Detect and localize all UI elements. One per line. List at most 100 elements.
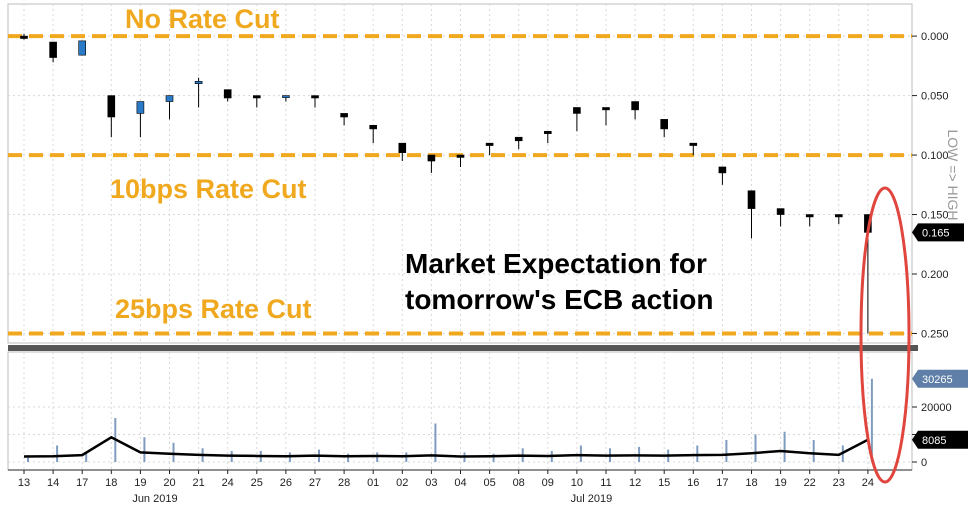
last-value-badge bbox=[912, 223, 964, 242]
candle-body bbox=[136, 101, 145, 114]
x-tick-label: 24 bbox=[222, 477, 234, 489]
x-tick-label: 10 bbox=[571, 477, 583, 489]
x-tick-label: 22 bbox=[804, 477, 816, 489]
candle-body bbox=[282, 95, 290, 98]
x-tick-label: 17 bbox=[76, 477, 88, 489]
axes: 0.0000.0500.1000.1500.2000.2500100002000… bbox=[8, 31, 961, 505]
reference-line-label: No Rate Cut bbox=[125, 4, 280, 34]
candle-body bbox=[78, 40, 86, 56]
candle bbox=[543, 130, 552, 144]
candle bbox=[282, 95, 290, 102]
candle bbox=[398, 142, 407, 162]
volume-y-tick-label: 0 bbox=[921, 457, 927, 469]
candle bbox=[78, 40, 86, 56]
reference-line-label: 25bps Rate Cut bbox=[115, 294, 312, 324]
candle bbox=[631, 101, 639, 120]
candle bbox=[747, 190, 756, 239]
x-tick-label: 16 bbox=[687, 477, 699, 489]
candle-body bbox=[427, 154, 436, 162]
candle bbox=[573, 107, 581, 132]
candle bbox=[20, 33, 28, 40]
volume-average-line bbox=[23, 435, 869, 458]
candle-body bbox=[107, 95, 116, 118]
labels: 0.165 30265 8085 No Rate Cut 10bps Rate Cut 2… bbox=[110, 4, 968, 484]
x-tick-label: 15 bbox=[658, 477, 670, 489]
x-tick-label: 08 bbox=[513, 477, 525, 489]
candle-body bbox=[747, 190, 756, 209]
candle bbox=[514, 136, 523, 150]
candle-body bbox=[20, 35, 28, 39]
volume-badge bbox=[912, 369, 968, 388]
volume-badge-label: 8085 bbox=[922, 435, 946, 447]
candle-body bbox=[398, 142, 407, 153]
candle bbox=[776, 208, 785, 227]
x-tick-label: 05 bbox=[483, 477, 495, 489]
panel-divider bbox=[8, 345, 918, 351]
x-tick-label: 01 bbox=[367, 477, 379, 489]
candle bbox=[805, 214, 814, 227]
candle bbox=[253, 95, 261, 108]
x-tick-label: 26 bbox=[280, 477, 292, 489]
price-y-tick-label: 0.150 bbox=[921, 210, 949, 222]
candle bbox=[660, 119, 669, 138]
x-tick-label: 27 bbox=[309, 477, 321, 489]
candle-body bbox=[631, 101, 639, 111]
x-tick-label: 09 bbox=[542, 477, 554, 489]
candle-body bbox=[340, 113, 348, 118]
annotation-line-1: Market Expectation for bbox=[405, 248, 707, 279]
x-tick-label: 20 bbox=[163, 477, 175, 489]
candle-body bbox=[165, 95, 174, 102]
candle bbox=[340, 113, 348, 126]
annotation-line-2: tomorrow's ECB action bbox=[405, 284, 713, 315]
candle-body bbox=[253, 95, 261, 99]
price-axis-title: LOW => HIGH bbox=[945, 129, 961, 220]
price-y-tick-label: 0.200 bbox=[921, 269, 949, 281]
x-tick-label: 21 bbox=[192, 477, 204, 489]
candle-body bbox=[49, 41, 57, 58]
reference-line-label: 10bps Rate Cut bbox=[110, 174, 307, 204]
x-tick-label: 04 bbox=[454, 477, 466, 489]
x-tick-label: 17 bbox=[716, 477, 728, 489]
x-tick-label: 19 bbox=[774, 477, 786, 489]
candle bbox=[165, 95, 174, 120]
candle bbox=[311, 95, 319, 108]
candle-body bbox=[776, 208, 785, 215]
candle-body bbox=[456, 154, 465, 158]
x-tick-label: 02 bbox=[396, 477, 408, 489]
candle bbox=[689, 142, 698, 156]
price-y-tick-label: 0.100 bbox=[921, 150, 949, 162]
price-y-tick-label: 0.250 bbox=[921, 328, 949, 340]
grid bbox=[7, 3, 918, 471]
candle-body bbox=[602, 107, 610, 111]
volume-badge bbox=[912, 430, 968, 449]
x-tick-label: 24 bbox=[862, 477, 874, 489]
candle bbox=[485, 142, 494, 156]
candle-body bbox=[223, 89, 232, 99]
candle-body bbox=[543, 130, 552, 134]
candle-body bbox=[718, 166, 727, 174]
x-tick-label: 11 bbox=[600, 477, 611, 489]
x-tick-label: 18 bbox=[745, 477, 757, 489]
volume-badge-label: 30265 bbox=[922, 374, 953, 386]
candle bbox=[602, 107, 610, 126]
candle bbox=[194, 77, 203, 108]
x-tick-label: 19 bbox=[134, 477, 146, 489]
candle-body bbox=[573, 107, 581, 114]
candle-body bbox=[834, 214, 843, 218]
x-tick-label: 13 bbox=[18, 477, 30, 489]
candle-body bbox=[369, 125, 378, 130]
candle bbox=[456, 154, 465, 167]
volume-y-tick-label: 20000 bbox=[921, 402, 952, 414]
price-y-tick-label: 0.050 bbox=[921, 91, 949, 103]
month-label: Jul 2019 bbox=[571, 493, 613, 505]
last-value-label: 0.165 bbox=[922, 227, 950, 239]
x-tick-label: 18 bbox=[105, 477, 117, 489]
candle-body bbox=[689, 142, 698, 146]
x-tick-label: 25 bbox=[251, 477, 263, 489]
candle-body bbox=[660, 119, 669, 130]
x-tick-label: 14 bbox=[47, 477, 59, 489]
candle-body bbox=[311, 95, 319, 99]
candle bbox=[834, 214, 843, 225]
x-tick-label: 03 bbox=[425, 477, 437, 489]
candle bbox=[107, 95, 116, 138]
